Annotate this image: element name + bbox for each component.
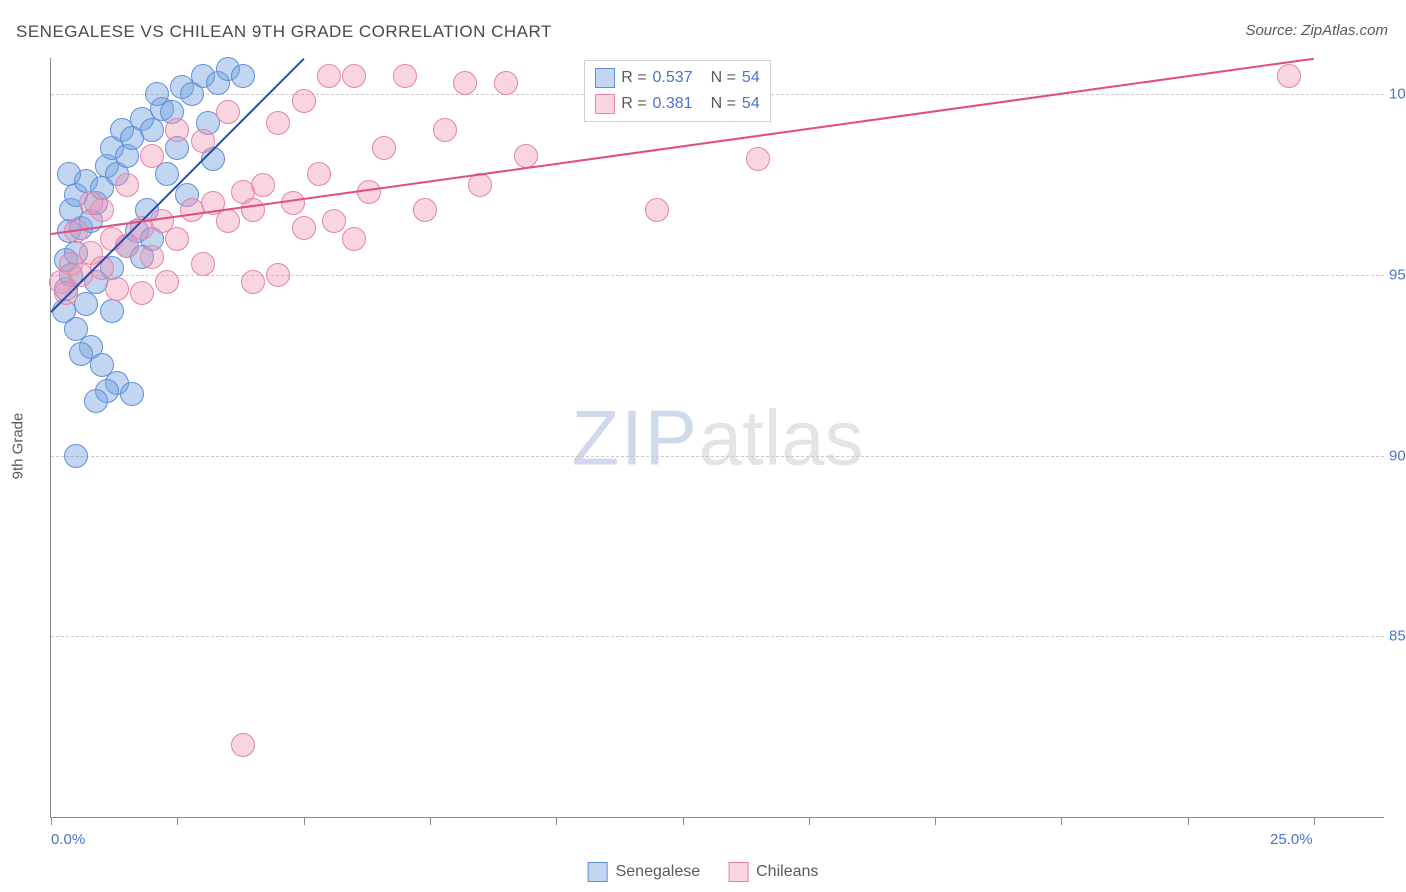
bottom-legend: Senegalese Chileans: [588, 862, 819, 882]
chart-container: SENEGALESE VS CHILEAN 9TH GRADE CORRELAT…: [0, 0, 1406, 892]
legend-row: R = 0.381 N = 54: [595, 91, 760, 117]
scatter-point: [84, 389, 108, 413]
scatter-point: [453, 71, 477, 95]
scatter-point: [266, 111, 290, 135]
ytick-label: 100.0%: [1389, 86, 1406, 103]
r-value: 0.381: [653, 95, 693, 113]
n-value: 54: [742, 95, 760, 113]
scatter-point: [241, 198, 265, 222]
scatter-point: [140, 245, 164, 269]
xtick: [304, 817, 305, 825]
scatter-point: [1277, 64, 1301, 88]
swatch-senegalese: [588, 862, 608, 882]
legend-row: R = 0.537 N = 54: [595, 65, 760, 91]
y-axis-label: 9th Grade: [10, 413, 27, 480]
plot-area: ZIPatlas 85.0%90.0%95.0%100.0%0.0%25.0%R…: [50, 58, 1384, 818]
scatter-point: [413, 198, 437, 222]
legend-label-senegalese: Senegalese: [616, 863, 701, 881]
scatter-point: [69, 342, 93, 366]
watermark-light: atlas: [699, 393, 864, 481]
scatter-point: [322, 209, 346, 233]
scatter-point: [645, 198, 669, 222]
scatter-point: [307, 162, 331, 186]
scatter-point: [231, 64, 255, 88]
scatter-point: [241, 270, 265, 294]
scatter-point: [64, 444, 88, 468]
watermark-bold: ZIP: [571, 393, 698, 481]
n-value: 54: [742, 69, 760, 87]
scatter-point: [120, 382, 144, 406]
ytick-label: 95.0%: [1389, 266, 1406, 283]
legend-item-chileans: Chileans: [728, 862, 818, 882]
xtick-label: 0.0%: [51, 831, 85, 848]
xtick: [683, 817, 684, 825]
gridline: [51, 456, 1384, 457]
xtick: [177, 817, 178, 825]
scatter-point: [342, 64, 366, 88]
scatter-point: [54, 281, 78, 305]
scatter-point: [130, 281, 154, 305]
n-label: N =: [711, 95, 736, 113]
xtick: [1061, 817, 1062, 825]
scatter-point: [140, 144, 164, 168]
scatter-point: [165, 227, 189, 251]
xtick: [556, 817, 557, 825]
xtick: [809, 817, 810, 825]
ytick-label: 85.0%: [1389, 628, 1406, 645]
scatter-point: [115, 173, 139, 197]
scatter-point: [191, 252, 215, 276]
scatter-point: [231, 733, 255, 757]
xtick-label: 25.0%: [1270, 831, 1313, 848]
scatter-point: [746, 147, 770, 171]
watermark: ZIPatlas: [571, 392, 863, 483]
scatter-point: [514, 144, 538, 168]
swatch-chileans: [728, 862, 748, 882]
scatter-point: [494, 71, 518, 95]
r-label: R =: [621, 95, 646, 113]
gridline: [51, 636, 1384, 637]
chart-title: SENEGALESE VS CHILEAN 9TH GRADE CORRELAT…: [16, 22, 552, 42]
xtick: [430, 817, 431, 825]
xtick: [1314, 817, 1315, 825]
scatter-point: [317, 64, 341, 88]
scatter-point: [79, 191, 103, 215]
legend-label-chileans: Chileans: [756, 863, 818, 881]
scatter-point: [57, 162, 81, 186]
scatter-point: [251, 173, 275, 197]
scatter-point: [433, 118, 457, 142]
scatter-point: [342, 227, 366, 251]
scatter-point: [165, 118, 189, 142]
ytick-label: 90.0%: [1389, 447, 1406, 464]
scatter-point: [105, 277, 129, 301]
r-label: R =: [621, 69, 646, 87]
r-value: 0.537: [653, 69, 693, 87]
scatter-point: [372, 136, 396, 160]
scatter-point: [292, 89, 316, 113]
scatter-point: [155, 270, 179, 294]
scatter-point: [140, 118, 164, 142]
correlation-legend: R = 0.537 N = 54 R = 0.381 N = 54: [584, 60, 771, 122]
xtick: [51, 817, 52, 825]
scatter-point: [74, 292, 98, 316]
scatter-point: [100, 299, 124, 323]
legend-item-senegalese: Senegalese: [588, 862, 701, 882]
n-label: N =: [711, 69, 736, 87]
xtick: [1188, 817, 1189, 825]
legend-swatch: [595, 94, 615, 114]
legend-swatch: [595, 68, 615, 88]
scatter-point: [281, 191, 305, 215]
scatter-point: [292, 216, 316, 240]
scatter-point: [266, 263, 290, 287]
xtick: [935, 817, 936, 825]
scatter-point: [393, 64, 417, 88]
scatter-point: [216, 209, 240, 233]
source-label: Source: ZipAtlas.com: [1245, 22, 1388, 39]
scatter-point: [216, 100, 240, 124]
